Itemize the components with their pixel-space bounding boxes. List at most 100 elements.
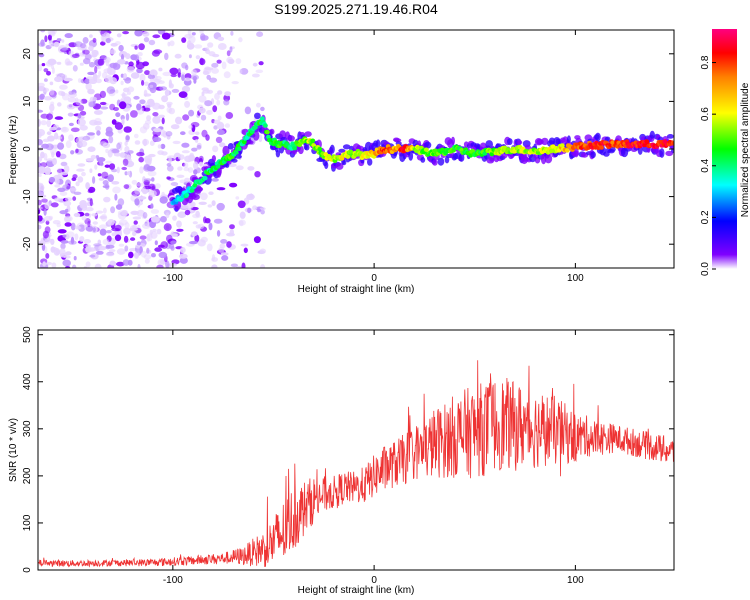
heatmap-noise-cell [78, 224, 86, 232]
heatmap-noise-cell [60, 242, 66, 250]
heatmap-noise-cell [79, 125, 88, 131]
heatmap-noise-cell [154, 240, 158, 246]
heatmap-noise-cell [200, 192, 208, 201]
heatmap-noise-cell [47, 30, 55, 36]
heatmap-noise-cell [137, 52, 143, 57]
heatmap-noise-cell [156, 264, 164, 268]
heatmap-noise-cell [195, 139, 199, 143]
heatmap-noise-cell [198, 107, 206, 114]
heatmap-noise-cell [89, 96, 98, 102]
heatmap-noise-cell [150, 209, 160, 214]
heatmap-noise-cell [211, 257, 219, 262]
heatmap-noise-cell [229, 182, 238, 188]
heatmap-y-tick-label: 0 [22, 146, 33, 152]
heatmap-noise-cell [43, 96, 53, 101]
heatmap-noise-cell [93, 110, 103, 115]
heatmap-noise-cell [124, 77, 132, 84]
heatmap-noise-cell [87, 132, 95, 136]
heatmap-noise-cell [146, 165, 156, 172]
heatmap-noise-cell [192, 221, 198, 225]
heatmap-noise-cell [99, 228, 107, 236]
heatmap-noise-cell [107, 174, 114, 183]
heatmap-noise-cell [160, 216, 167, 223]
heatmap-noise-cell [154, 183, 161, 189]
heatmap-noise-cell [58, 90, 65, 96]
heatmap-noise-cell [38, 190, 44, 198]
heatmap-noise-cell [165, 212, 170, 219]
heatmap-noise-cell [107, 219, 115, 226]
heatmap-noise-cell [75, 137, 81, 143]
heatmap-ridge-halo [287, 135, 295, 142]
heatmap-noise-cell [246, 193, 255, 201]
heatmap-noise-cell [100, 106, 109, 110]
heatmap-ridge-halo [227, 143, 234, 150]
heatmap-noise-cell [99, 224, 108, 229]
heatmap-ridge-halo [590, 151, 596, 159]
heatmap-noise-cell [68, 50, 74, 56]
heatmap-noise-cell [209, 77, 218, 83]
heatmap-noise-cell [134, 133, 139, 139]
heatmap-noise-cell [50, 101, 55, 106]
heatmap-noise-cell [134, 45, 138, 50]
heatmap-noise-cell [160, 241, 168, 249]
heatmap-noise-cell [125, 53, 131, 60]
heatmap-ridge-halo [566, 135, 571, 144]
heatmap-noise-cell [219, 142, 226, 148]
heatmap-noise-cell [174, 53, 182, 59]
snr-y-tick-label: 500 [22, 326, 33, 343]
heatmap-noise-cell [256, 102, 261, 108]
heatmap-noise-cell [63, 165, 70, 174]
heatmap-noise-cell [114, 224, 122, 232]
heatmap-noise-cell [110, 206, 116, 214]
heatmap-noise-cell [120, 152, 126, 158]
heatmap-noise-cell [189, 240, 198, 245]
heatmap-noise-cell [153, 128, 162, 133]
heatmap-noise-cell [124, 141, 128, 147]
heatmap-noise-cell [200, 236, 208, 243]
heatmap-noise-cell [84, 78, 90, 85]
heatmap-noise-cell [166, 234, 173, 243]
heatmap-noise-cell [92, 221, 99, 225]
heatmap-noise-cell [97, 58, 105, 66]
heatmap-noise-cell [183, 162, 189, 168]
heatmap-noise-cell [237, 200, 246, 209]
heatmap-noise-cell [55, 249, 60, 255]
heatmap-noise-cell [136, 152, 145, 157]
heatmap-ridge-halo [458, 153, 465, 162]
snr-y-tick-label: 0 [22, 567, 33, 573]
heatmap-noise-cell [217, 36, 225, 42]
heatmap-noise-cell [116, 248, 126, 255]
heatmap-noise-cell [195, 55, 201, 60]
heatmap-noise-cell [177, 166, 183, 171]
heatmap-noise-cell [136, 209, 145, 217]
heatmap-noise-cell [127, 171, 131, 176]
snr-x-axis-label: Height of straight line (km) [298, 585, 415, 596]
heatmap-noise-cell [170, 124, 180, 130]
heatmap-ridge-halo [253, 130, 260, 141]
heatmap-noise-cell [191, 231, 198, 237]
heatmap-noise-cell [38, 95, 44, 101]
heatmap-noise-cell [133, 220, 138, 225]
heatmap-x-tick-label: 100 [567, 273, 584, 284]
heatmap-noise-cell [123, 73, 127, 79]
heatmap-noise-cell [102, 238, 110, 245]
heatmap-noise-cell [212, 145, 219, 153]
heatmap-noise-cell [111, 119, 117, 125]
heatmap-noise-cell [72, 174, 78, 179]
heatmap-noise-cell [161, 151, 168, 156]
heatmap-noise-cell [184, 209, 191, 216]
heatmap-noise-cell [75, 148, 79, 153]
heatmap-noise-cell [231, 81, 239, 85]
heatmap-ridge-cell [470, 148, 476, 154]
heatmap-noise-cell [182, 114, 190, 121]
heatmap-noise-cell [38, 64, 43, 72]
heatmap-noise-cell [117, 59, 126, 65]
heatmap-noise-cell [259, 207, 266, 211]
heatmap-noise-cell [92, 37, 97, 43]
heatmap-noise-cell [101, 171, 109, 179]
heatmap-noise-cell [84, 212, 90, 217]
heatmap-noise-cell [244, 106, 252, 115]
heatmap-noise-cell [223, 71, 231, 79]
heatmap-noise-cell [144, 70, 151, 76]
heatmap-noise-cell [176, 228, 184, 232]
